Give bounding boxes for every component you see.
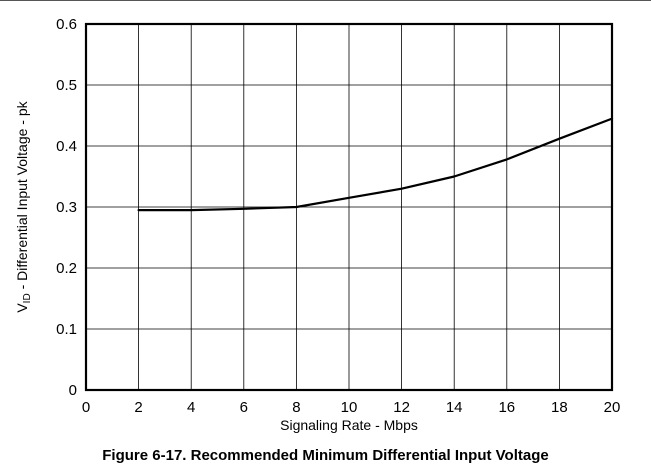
plot-border [84, 22, 614, 392]
x-tick-label: 2 [134, 399, 142, 416]
x-tick-label: 4 [187, 399, 195, 416]
figure-caption: Figure 6-17. Recommended Minimum Differe… [102, 447, 549, 464]
y-axis-label-prefix: V [14, 303, 30, 313]
y-axis-label-subscript: ID [22, 293, 33, 303]
x-axis-label: Signaling Rate - Mbps [280, 417, 418, 433]
x-tick-labels: 0 2 4 6 8 10 12 14 16 18 20 [82, 399, 621, 416]
x-tick-label: 10 [341, 399, 358, 416]
x-tick-label: 14 [446, 399, 463, 416]
y-axis-label: VID - Differential Input Voltage - pk [14, 100, 33, 312]
series-layer [137, 117, 614, 212]
x-tick-label: 8 [292, 399, 300, 416]
x-tick-label: 6 [240, 399, 248, 416]
x-tick-label: 0 [82, 399, 90, 416]
x-tick-label: 16 [498, 399, 515, 416]
y-tick-label: 0.5 [56, 77, 77, 94]
y-tick-label: 0.1 [56, 321, 77, 338]
y-tick-label: 0.2 [56, 260, 77, 277]
y-tick-label: 0.6 [56, 16, 77, 33]
x-tick-label: 18 [551, 399, 568, 416]
y-tick-labels: 0 0.1 0.2 0.3 0.4 0.5 0.6 [56, 16, 77, 399]
y-axis-label-suffix: - Differential Input Voltage - pk [14, 100, 30, 293]
plot-frame [84, 22, 614, 392]
grid [86, 24, 612, 390]
page-top-rule [0, 0, 651, 1]
y-tick-label: 0.4 [56, 138, 77, 155]
y-tick-label: 0 [69, 382, 77, 399]
x-tick-label: 20 [604, 399, 621, 416]
series-line [137, 117, 614, 212]
x-tick-label: 12 [393, 399, 410, 416]
y-tick-label: 0.3 [56, 199, 77, 216]
line-chart: 0 2 4 6 8 10 12 14 16 18 20 0 0.1 0.2 0.3 0.4 0.5 0.6 Si… [14, 16, 621, 433]
